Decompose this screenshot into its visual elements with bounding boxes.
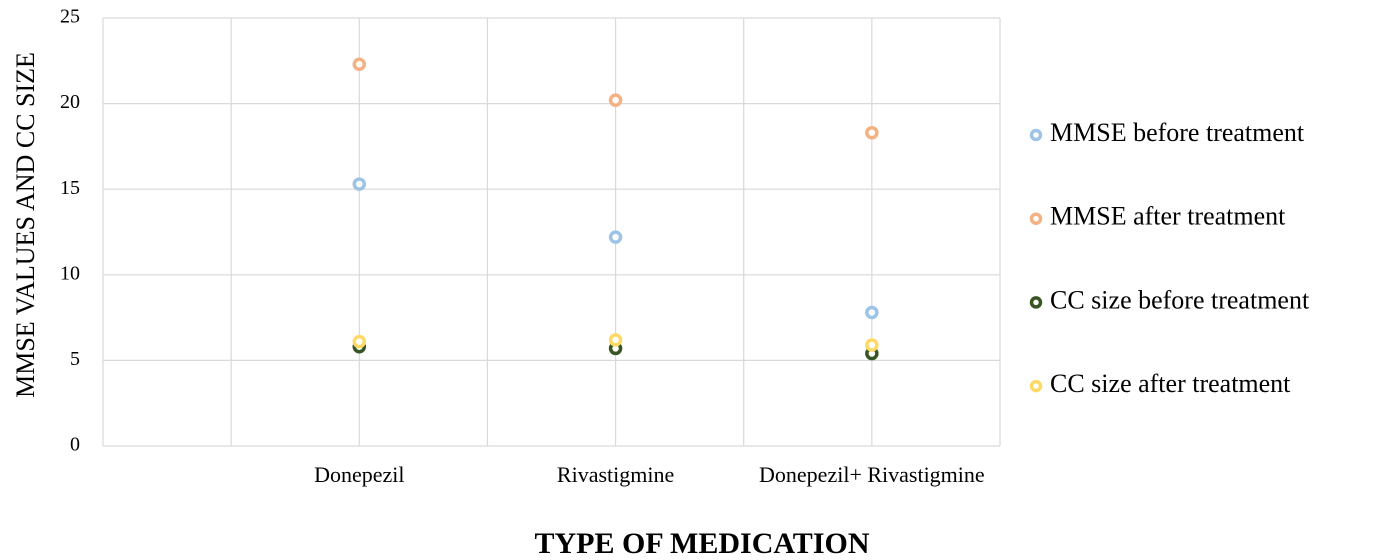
x-axis-label: TYPE OF MEDICATION [534, 527, 869, 560]
point [865, 305, 879, 320]
legend-label: CC size after treatment [1050, 369, 1291, 398]
legend-label: MMSE after treatment [1050, 202, 1286, 231]
y-tick-label: 15 [60, 177, 80, 199]
legend-marker [1029, 379, 1043, 393]
y-tick-label: 5 [70, 348, 80, 370]
point [608, 333, 623, 347]
y-axis-label: MMSE VALUES AND CC SIZE [11, 52, 40, 398]
legend-marker [1029, 212, 1043, 225]
point [865, 338, 879, 352]
point [352, 334, 367, 349]
legend-marker [1029, 128, 1043, 142]
x-tick-label: Donepezil+ Rivastigmine [759, 462, 985, 487]
x-tick-label: Rivastigmine [557, 462, 674, 487]
y-tick-label: 10 [60, 262, 80, 284]
y-tick-label: 20 [60, 91, 80, 113]
legend-label: MMSE before treatment [1050, 118, 1305, 147]
point [352, 57, 367, 71]
y-tick-label: 25 [60, 6, 80, 28]
point [865, 125, 879, 140]
y-tick-label: 0 [70, 434, 80, 456]
point [352, 177, 367, 191]
point [608, 230, 623, 244]
legend-marker [1029, 296, 1043, 309]
point [608, 93, 623, 107]
x-tick-label: Donepezil [314, 462, 404, 487]
legend-label: CC size before treatment [1050, 285, 1310, 314]
